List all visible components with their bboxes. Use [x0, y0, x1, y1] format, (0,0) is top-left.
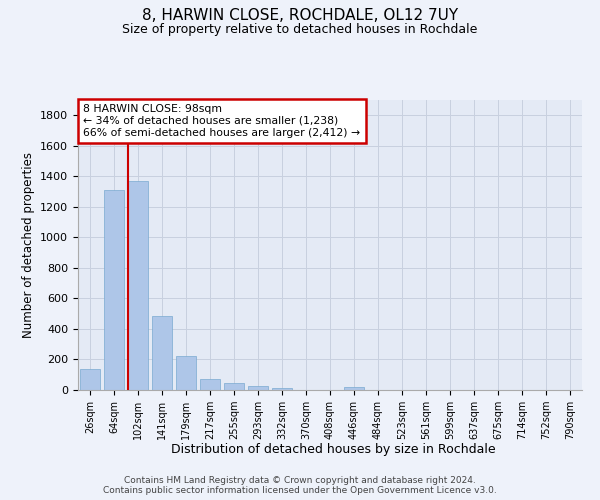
Bar [176, 356, 196, 390]
Bar [344, 387, 364, 390]
Bar [80, 370, 100, 390]
Text: Size of property relative to detached houses in Rochdale: Size of property relative to detached ho… [122, 22, 478, 36]
Text: 8, HARWIN CLOSE, ROCHDALE, OL12 7UY: 8, HARWIN CLOSE, ROCHDALE, OL12 7UY [142, 8, 458, 22]
Bar [152, 316, 172, 390]
Bar [104, 190, 124, 390]
Text: 8 HARWIN CLOSE: 98sqm
← 34% of detached houses are smaller (1,238)
66% of semi-d: 8 HARWIN CLOSE: 98sqm ← 34% of detached … [83, 104, 360, 138]
Y-axis label: Number of detached properties: Number of detached properties [22, 152, 35, 338]
Bar [224, 383, 244, 390]
Bar [128, 181, 148, 390]
Text: Contains HM Land Registry data © Crown copyright and database right 2024.
Contai: Contains HM Land Registry data © Crown c… [103, 476, 497, 495]
Bar [272, 388, 292, 390]
Bar [248, 386, 268, 390]
Bar [200, 378, 220, 390]
Text: Distribution of detached houses by size in Rochdale: Distribution of detached houses by size … [170, 442, 496, 456]
